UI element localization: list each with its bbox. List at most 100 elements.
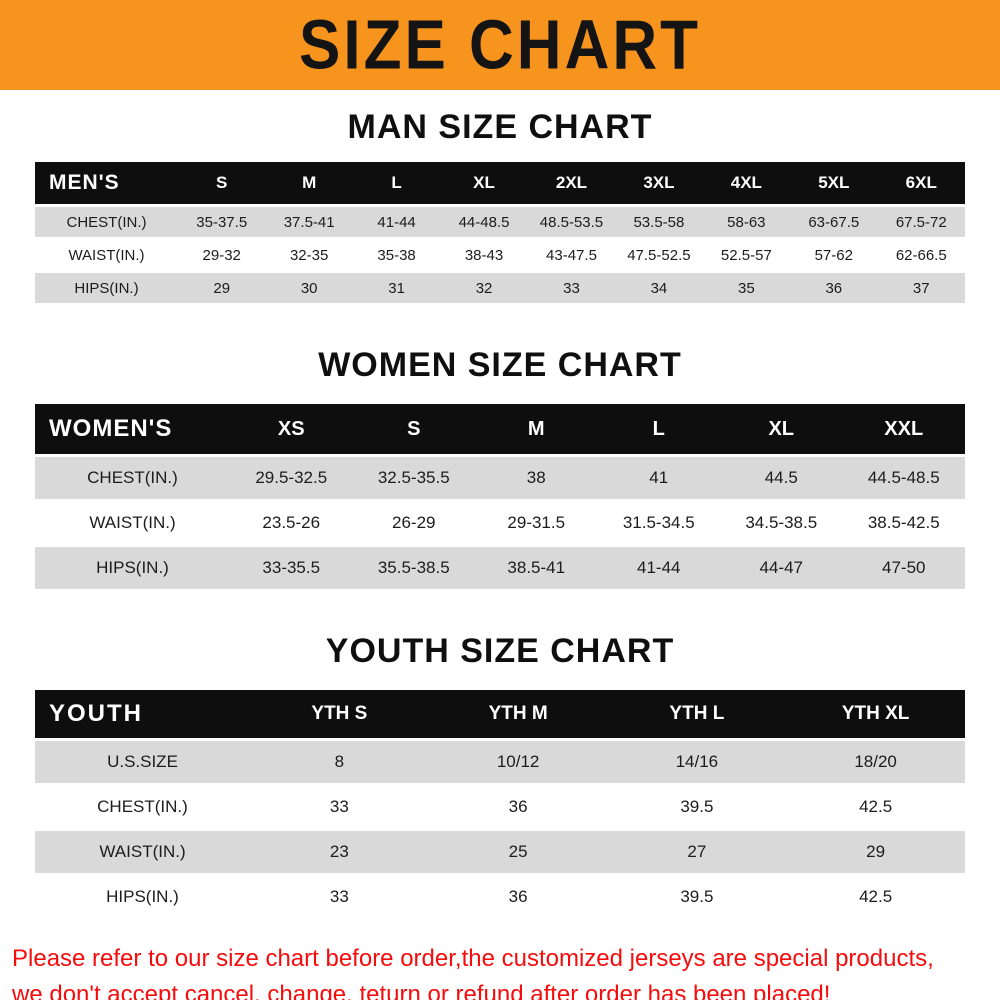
table-cell: 34.5-38.5 [745, 513, 818, 532]
table-cell: 33 [563, 279, 580, 297]
table-cell: 44-47 [759, 558, 803, 577]
table-cell: 18/20 [854, 752, 897, 771]
man-size-table: MEN'S S M L XL 2XL 3XL 4XL 5XL 6XL CHEST(IN.) 35-37… [35, 159, 965, 306]
table-cell: 31 [388, 279, 405, 297]
table-row: CHEST(IN.) 35-37.5 37.5-41 41-44 44-48.5 48.5… [35, 207, 965, 237]
column-header: XL [720, 404, 843, 454]
column-header: 4XL [702, 162, 791, 204]
row-label: WAIST(IN.) [89, 513, 176, 532]
table-cell: 42.5 [859, 797, 893, 816]
table-cell: 36 [825, 279, 843, 297]
column-header: XXL [842, 404, 965, 454]
table-cell: 23 [329, 842, 349, 861]
table-cell: 14/16 [675, 752, 719, 771]
table-cell: 23.5-26 [262, 513, 321, 532]
table-row: WAIST(IN.) 23.5-26 26-29 29-31.5 31.5-34.5 34… [35, 502, 965, 544]
column-header: 3XL [615, 162, 703, 204]
women-size-table: WOMEN'S XS S M L XL XXL CHEST(IN.) 29.5-32.5 32.5… [35, 401, 965, 592]
row-label: CHEST(IN.) [66, 213, 147, 231]
table-corner-label: MEN'S [35, 162, 178, 204]
table-cell: 41 [649, 468, 669, 487]
women-size-section: WOMEN SIZE CHART WOMEN'S XS S M L XL XXL CHEST(… [0, 346, 1000, 592]
youth-section-heading: YOUTH SIZE CHART [325, 632, 675, 670]
man-size-section: MAN SIZE CHART MEN'S S M L XL 2XL 3XL 4XL 5XL 6XL… [0, 108, 1000, 306]
column-header: YTH L [607, 690, 787, 738]
table-cell: 53.5-58 [633, 213, 685, 231]
table-cell: 67.5-72 [895, 213, 947, 231]
table-cell: 33 [329, 887, 349, 906]
table-cell: 27 [687, 842, 707, 861]
column-header: M [475, 404, 598, 454]
header-row: WOMEN'S XS S M L XL XXL [35, 404, 965, 454]
table-cell: 44.5-48.5 [867, 468, 940, 487]
footer-notice: Please refer to our size chart before or… [0, 935, 1000, 1000]
table-cell: 29 [213, 279, 231, 297]
table-cell: 36 [508, 797, 528, 816]
table-cell: 39.5 [680, 887, 714, 906]
column-header: YTH XL [786, 690, 965, 738]
header-row: MEN'S S M L XL 2XL 3XL 4XL 5XL 6XL [35, 162, 965, 204]
youth-size-section: YOUTH SIZE CHART YOUTH YTH S YTH M YTH L YTH… [0, 632, 1000, 921]
column-header: XS [230, 404, 353, 454]
table-row: WAIST(IN.) 23 25 27 29 [35, 831, 965, 873]
size-chart-banner: SIZE CHART [0, 0, 1000, 90]
table-corner-label: WOMEN'S [35, 404, 230, 454]
table-cell: 39.5 [680, 797, 714, 816]
table-cell: 10/12 [496, 752, 540, 771]
column-header: 2XL [527, 162, 616, 204]
header-row: YOUTH YTH S YTH M YTH L YTH XL [35, 690, 965, 738]
table-cell: 32 [475, 279, 493, 297]
table-cell: 48.5-53.5 [539, 213, 604, 231]
table-cell: 33-35.5 [262, 558, 321, 577]
table-cell: 35-37.5 [196, 213, 248, 231]
table-cell: 37 [912, 279, 930, 297]
table-row: HIPS(IN.) 33 36 39.5 42.5 [35, 876, 965, 918]
table-cell: 37.5-41 [283, 213, 335, 231]
table-cell: 26-29 [392, 513, 436, 532]
row-label: WAIST(IN.) [99, 842, 186, 861]
table-cell: 32.5-35.5 [377, 468, 450, 487]
table-cell: 35-38 [377, 246, 416, 264]
table-cell: 43-47.5 [546, 246, 597, 264]
table-cell: 35.5-38.5 [377, 558, 450, 577]
table-cell: 63-67.5 [808, 213, 860, 231]
table-cell: 52.5-57 [720, 246, 772, 264]
table-cell: 29-31.5 [507, 513, 566, 532]
table-cell: 38.5-41 [507, 558, 566, 577]
table-cell: 58-63 [727, 213, 766, 231]
table-cell: 42.5 [859, 887, 893, 906]
table-cell: 30 [300, 279, 318, 297]
column-header: 5XL [790, 162, 878, 204]
table-cell: 57-62 [814, 246, 853, 264]
table-cell: 38.5-42.5 [867, 513, 940, 532]
table-cell: 47.5-52.5 [627, 246, 691, 264]
table-cell: 38 [526, 468, 546, 487]
table-row: CHEST(IN.) 29.5-32.5 32.5-35.5 38 41 44.5 44.5… [35, 457, 965, 499]
column-header: YTH S [250, 690, 429, 738]
table-cell: 44.5 [764, 468, 798, 487]
column-header: S [178, 162, 266, 204]
table-row: CHEST(IN.) 33 36 39.5 42.5 [35, 786, 965, 828]
column-header: XL [440, 162, 528, 204]
table-cell: 31.5-34.5 [622, 513, 695, 532]
column-header: S [352, 404, 475, 454]
row-label: U.S.SIZE [107, 752, 178, 771]
table-cell: 47-50 [882, 558, 926, 577]
table-row: HIPS(IN.) 29 30 31 32 33 34 35 36 37 [35, 273, 965, 303]
table-cell: 36 [508, 887, 528, 906]
women-section-heading: WOMEN SIZE CHART [318, 346, 682, 384]
row-label: HIPS(IN.) [96, 558, 169, 577]
banner-title: SIZE CHART [299, 6, 701, 84]
table-row: U.S.SIZE 8 10/12 14/16 18/20 [35, 741, 965, 783]
notice-line-1: Please refer to our size chart before or… [12, 945, 934, 972]
table-cell: 34 [650, 279, 668, 297]
row-label: HIPS(IN.) [106, 887, 179, 906]
table-cell: 29 [866, 842, 886, 861]
table-cell: 44-48.5 [458, 213, 510, 231]
row-label: CHEST(IN.) [97, 797, 188, 816]
table-row: HIPS(IN.) 33-35.5 35.5-38.5 38.5-41 41-44 44-… [35, 547, 965, 589]
table-cell: 25 [508, 842, 528, 861]
man-section-heading: MAN SIZE CHART [347, 108, 653, 146]
table-cell: 41-44 [377, 213, 416, 231]
